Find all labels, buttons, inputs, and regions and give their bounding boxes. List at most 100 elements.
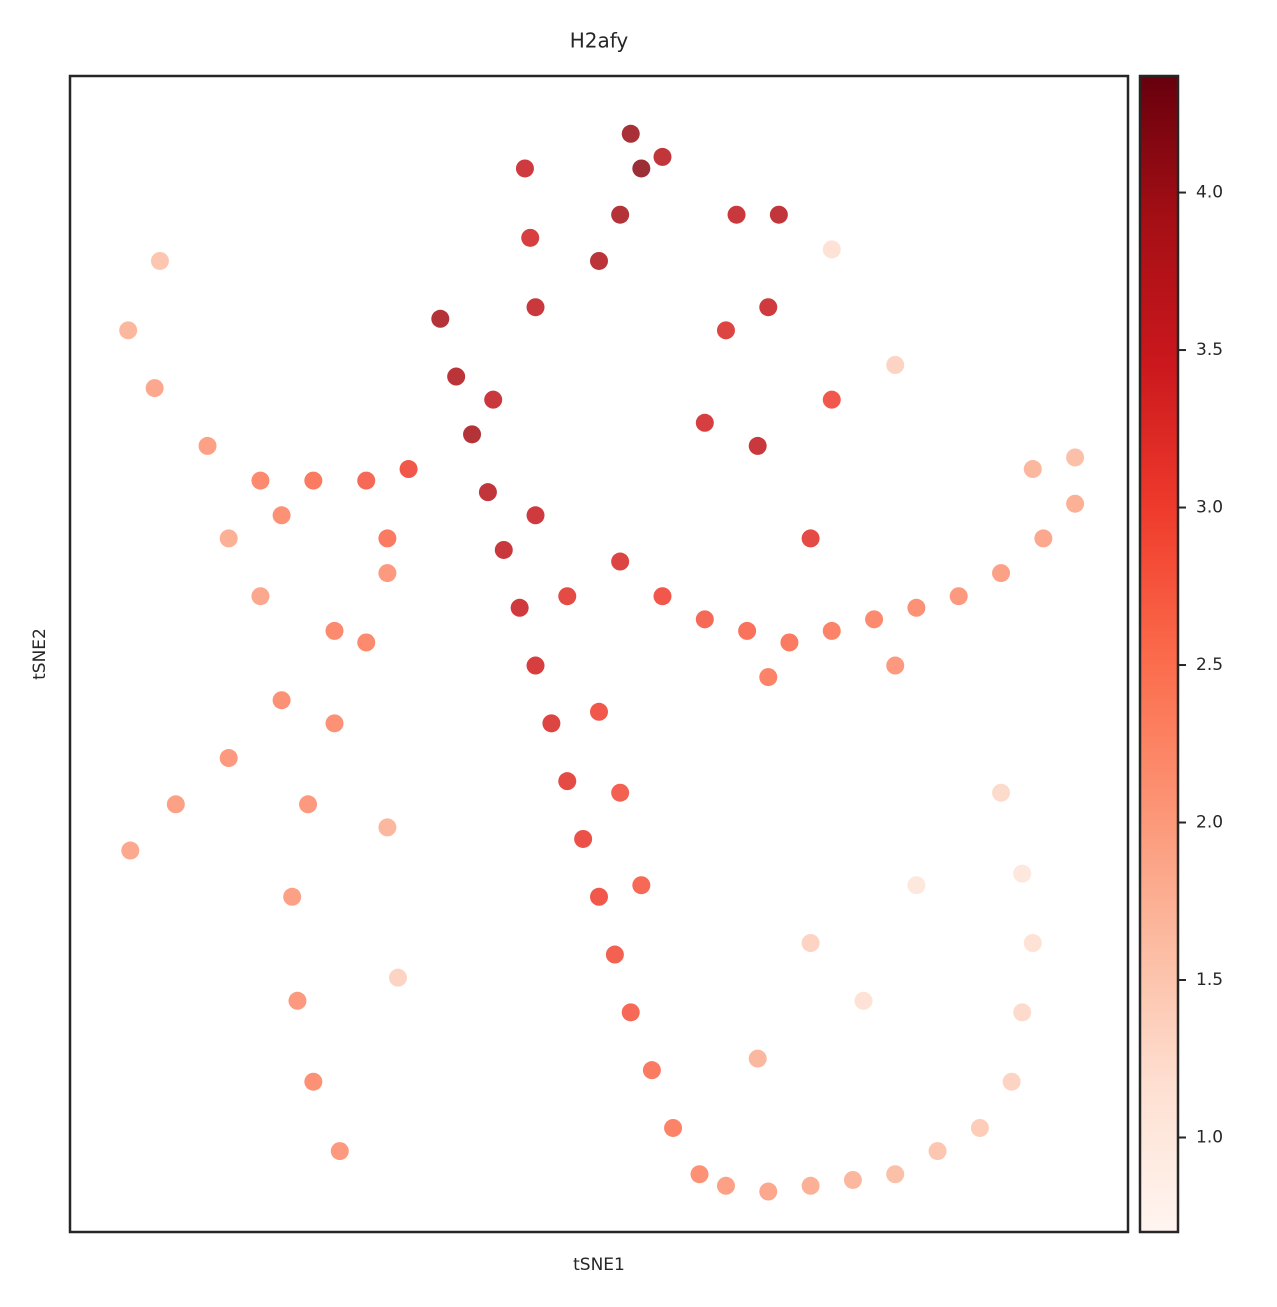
point [526, 506, 545, 525]
point [611, 552, 630, 571]
x-axis-label: tSNE1 [573, 1255, 625, 1275]
point [642, 1061, 661, 1080]
point [198, 436, 217, 455]
point [1002, 1072, 1021, 1091]
point [357, 471, 376, 490]
point [251, 471, 270, 490]
point [357, 633, 376, 652]
point [653, 147, 672, 166]
point [632, 876, 651, 895]
point [621, 1003, 640, 1022]
point [1066, 448, 1085, 467]
point [526, 298, 545, 317]
point [558, 772, 577, 791]
points [119, 124, 1085, 1201]
point [970, 1118, 989, 1137]
point [219, 529, 238, 548]
colorbar-tick-label: 1.5 [1196, 970, 1223, 990]
point [590, 251, 608, 270]
colorbar-tick-label: 2.5 [1196, 655, 1223, 675]
point [463, 425, 482, 444]
point [843, 1170, 862, 1189]
point [574, 829, 593, 848]
point [907, 876, 926, 895]
point [542, 714, 561, 733]
point [748, 436, 767, 455]
point [1023, 934, 1042, 952]
point [695, 610, 714, 629]
point [1023, 460, 1042, 479]
point [590, 887, 608, 906]
point [399, 460, 418, 479]
point [521, 228, 540, 247]
point [330, 1142, 349, 1161]
point [288, 991, 307, 1010]
point [558, 587, 577, 606]
y-axis-label: tSNE2 [30, 628, 50, 680]
point [605, 945, 624, 964]
plot-frame [68, 74, 1130, 1234]
point [378, 818, 397, 837]
point [1066, 494, 1085, 513]
point [494, 540, 513, 559]
colorbar-tick-label: 3.5 [1196, 340, 1223, 360]
point [854, 991, 873, 1010]
point [886, 656, 905, 675]
point [304, 1072, 323, 1091]
point [526, 656, 545, 675]
point [949, 587, 968, 606]
point [510, 598, 529, 617]
point [865, 610, 884, 629]
point [378, 564, 397, 583]
point [272, 691, 291, 710]
point [325, 621, 344, 640]
point [611, 205, 630, 224]
colorbar-tick-label: 1.0 [1196, 1128, 1223, 1148]
point [759, 668, 778, 687]
colorbar-tick-label: 2.0 [1196, 813, 1223, 833]
point [632, 159, 651, 178]
point [1013, 864, 1032, 883]
point [690, 1165, 709, 1184]
point [759, 1182, 778, 1201]
point [727, 205, 746, 224]
point [272, 506, 291, 525]
point [150, 251, 169, 270]
point [251, 587, 270, 606]
point [992, 783, 1011, 802]
colorbar-tick-label: 3.0 [1196, 498, 1223, 518]
point [378, 529, 397, 548]
point [478, 483, 497, 502]
point [716, 1176, 735, 1195]
point [716, 321, 735, 340]
point [801, 934, 820, 952]
point [611, 783, 630, 802]
point [748, 1049, 767, 1068]
point [822, 390, 841, 409]
point [388, 968, 407, 987]
point [664, 1118, 683, 1137]
point [695, 413, 714, 432]
point [590, 702, 608, 721]
point [886, 356, 905, 374]
point [145, 379, 164, 398]
colorbar [1138, 74, 1180, 1234]
point [484, 390, 503, 409]
point [822, 621, 841, 640]
point [299, 795, 318, 814]
point [780, 633, 799, 652]
point [759, 298, 778, 317]
point [992, 564, 1011, 583]
point [121, 841, 140, 860]
point [621, 124, 640, 143]
point [738, 621, 757, 640]
chart-title: H2afy [570, 29, 629, 53]
point [801, 1176, 820, 1195]
point [431, 309, 450, 328]
point [907, 598, 926, 617]
point [1034, 529, 1053, 548]
point [166, 795, 185, 814]
point [447, 367, 466, 386]
point [822, 240, 841, 259]
